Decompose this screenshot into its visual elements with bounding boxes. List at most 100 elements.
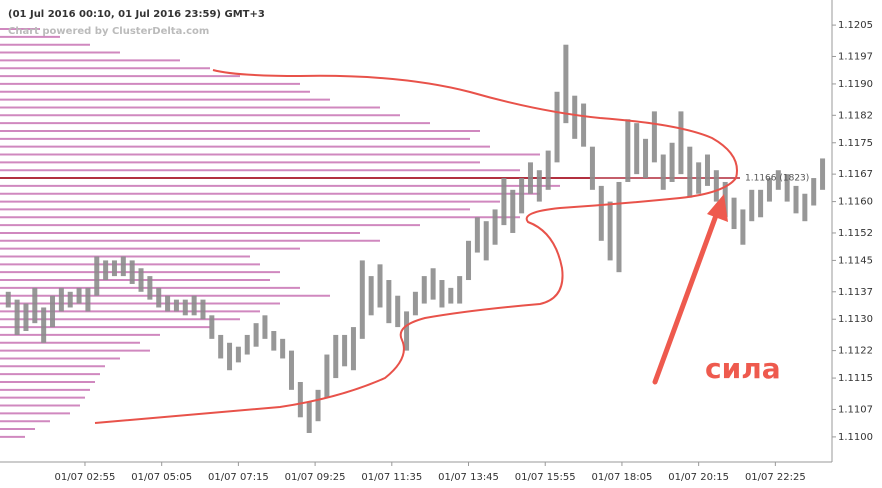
x-tick-label: 01/07 13:45 bbox=[438, 472, 499, 483]
price-bar bbox=[386, 280, 392, 324]
price-bar bbox=[138, 268, 144, 292]
y-tick-label: 1.1205 bbox=[838, 20, 873, 31]
x-tick-label: 01/07 18:05 bbox=[592, 472, 653, 483]
price-bar bbox=[235, 346, 241, 363]
price-bar bbox=[678, 111, 684, 175]
price-bar bbox=[377, 264, 383, 308]
price-bar bbox=[589, 146, 595, 190]
price-bar bbox=[412, 291, 418, 316]
y-tick-label: 1.1160 bbox=[838, 197, 873, 208]
price-bar bbox=[527, 162, 533, 194]
x-tick-label: 01/07 20:15 bbox=[668, 472, 729, 483]
price-bar bbox=[457, 276, 463, 304]
price-bar bbox=[634, 123, 640, 175]
price-bar bbox=[191, 295, 197, 316]
price-bar bbox=[421, 276, 427, 304]
price-bar bbox=[519, 178, 525, 214]
price-bar bbox=[182, 299, 188, 316]
price-bar bbox=[165, 295, 171, 312]
price-bar bbox=[395, 295, 401, 328]
arrow-head bbox=[707, 194, 728, 222]
price-bar bbox=[669, 142, 675, 182]
y-tick-label: 1.1145 bbox=[838, 255, 873, 266]
price-bar bbox=[545, 150, 551, 190]
price-bar bbox=[120, 256, 126, 277]
price-bar bbox=[643, 138, 649, 179]
price-bar bbox=[687, 146, 693, 198]
price-bar bbox=[404, 311, 410, 351]
y-tick-label: 1.1137 bbox=[838, 287, 873, 298]
price-bar bbox=[103, 260, 109, 281]
price-bar bbox=[448, 287, 454, 304]
price-bar bbox=[616, 181, 622, 273]
price-bar bbox=[244, 334, 250, 355]
price-bar bbox=[253, 323, 259, 347]
price-bar bbox=[483, 221, 489, 261]
price-bar bbox=[802, 193, 808, 222]
y-tick-label: 1.1167 bbox=[838, 169, 873, 180]
price-bar bbox=[156, 287, 162, 308]
price-bar bbox=[173, 299, 179, 312]
price-bar bbox=[784, 174, 790, 202]
price-bar bbox=[5, 291, 11, 308]
price-bar bbox=[32, 287, 38, 324]
price-bar bbox=[111, 260, 117, 277]
price-bar bbox=[262, 315, 268, 339]
price-bar bbox=[85, 287, 91, 312]
price-bar bbox=[501, 178, 507, 226]
price-bar bbox=[227, 342, 233, 371]
price-bar bbox=[76, 287, 82, 304]
price-bar bbox=[342, 334, 348, 367]
price-bar bbox=[563, 44, 569, 124]
price-bar bbox=[554, 91, 560, 163]
arrow bbox=[652, 207, 721, 385]
price-bar bbox=[820, 158, 826, 190]
price-bar bbox=[758, 189, 764, 218]
price-bar bbox=[731, 197, 737, 230]
x-tick-label: 01/07 11:35 bbox=[361, 472, 422, 483]
price-bar bbox=[766, 178, 772, 202]
price-bar bbox=[793, 185, 799, 214]
y-tick-label: 1.1190 bbox=[838, 79, 873, 90]
price-bar bbox=[209, 315, 215, 339]
y-tick-label: 1.1197 bbox=[838, 51, 873, 62]
x-tick-label: 01/07 15:55 bbox=[515, 472, 576, 483]
y-tick-label: 1.1107 bbox=[838, 404, 873, 415]
annotation: сила bbox=[705, 352, 781, 385]
price-bar bbox=[41, 307, 47, 343]
price-bar bbox=[581, 103, 587, 147]
chart-title: (01 Jul 2016 00:10, 01 Jul 2016 23:59) G… bbox=[8, 9, 265, 20]
x-tick-label: 01/07 02:55 bbox=[55, 472, 116, 483]
chart-subtitle: Chart powered by ClusterDelta.com bbox=[8, 26, 209, 37]
contour bbox=[94, 69, 738, 424]
price-bar bbox=[536, 170, 542, 202]
price-bar bbox=[315, 389, 321, 422]
price-bar bbox=[67, 291, 73, 308]
x-tick-label: 01/07 07:15 bbox=[208, 472, 269, 483]
y-tick-label: 1.1122 bbox=[838, 346, 873, 357]
y-tick-label: 1.1130 bbox=[838, 314, 873, 325]
price-bar bbox=[306, 401, 312, 433]
price-bar bbox=[324, 354, 330, 398]
y-tick-label: 1.1100 bbox=[838, 432, 873, 443]
price-bar bbox=[350, 327, 356, 371]
y-tick-label: 1.1175 bbox=[838, 138, 873, 149]
price-bar bbox=[50, 295, 56, 328]
price-bar bbox=[280, 338, 286, 359]
price-bar bbox=[297, 381, 303, 418]
price-bar bbox=[811, 178, 817, 206]
price-bar bbox=[94, 256, 100, 296]
price-bar bbox=[625, 119, 631, 182]
volume-profile bbox=[0, 28, 740, 438]
y-tick-label: 1.1115 bbox=[838, 373, 873, 384]
price-bar bbox=[439, 280, 445, 308]
price-bar bbox=[14, 299, 20, 335]
price-bar bbox=[23, 303, 29, 332]
price-bar bbox=[147, 276, 153, 300]
price-bar bbox=[749, 189, 755, 222]
x-tick-label: 01/07 22:25 bbox=[745, 472, 806, 483]
price-bar bbox=[492, 209, 498, 245]
poc-label: 1.1166 (1823) bbox=[745, 174, 809, 184]
